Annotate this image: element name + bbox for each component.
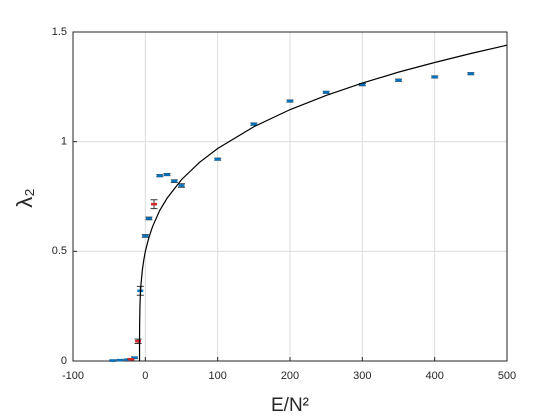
plot-frame — [72, 31, 508, 362]
curve — [138, 44, 508, 362]
x-tick-label: 0 — [142, 370, 148, 382]
x-tick-label: 100 — [208, 370, 226, 382]
y-tick-label: 0.5 — [52, 245, 67, 257]
y-tick-label: 1 — [61, 136, 67, 148]
x-tick-label: 200 — [281, 370, 299, 382]
x-tick-label: -100 — [62, 370, 84, 382]
x-tick-label: 400 — [425, 370, 443, 382]
y-tick-label: 0 — [61, 355, 67, 367]
x-axis-label: E/N² — [271, 395, 309, 416]
y-tick-label: 1.5 — [52, 26, 67, 38]
y-axis-label: λ₂ — [12, 188, 37, 208]
x-tick-label: 300 — [353, 370, 371, 382]
x-tick-label: 500 — [498, 370, 516, 382]
